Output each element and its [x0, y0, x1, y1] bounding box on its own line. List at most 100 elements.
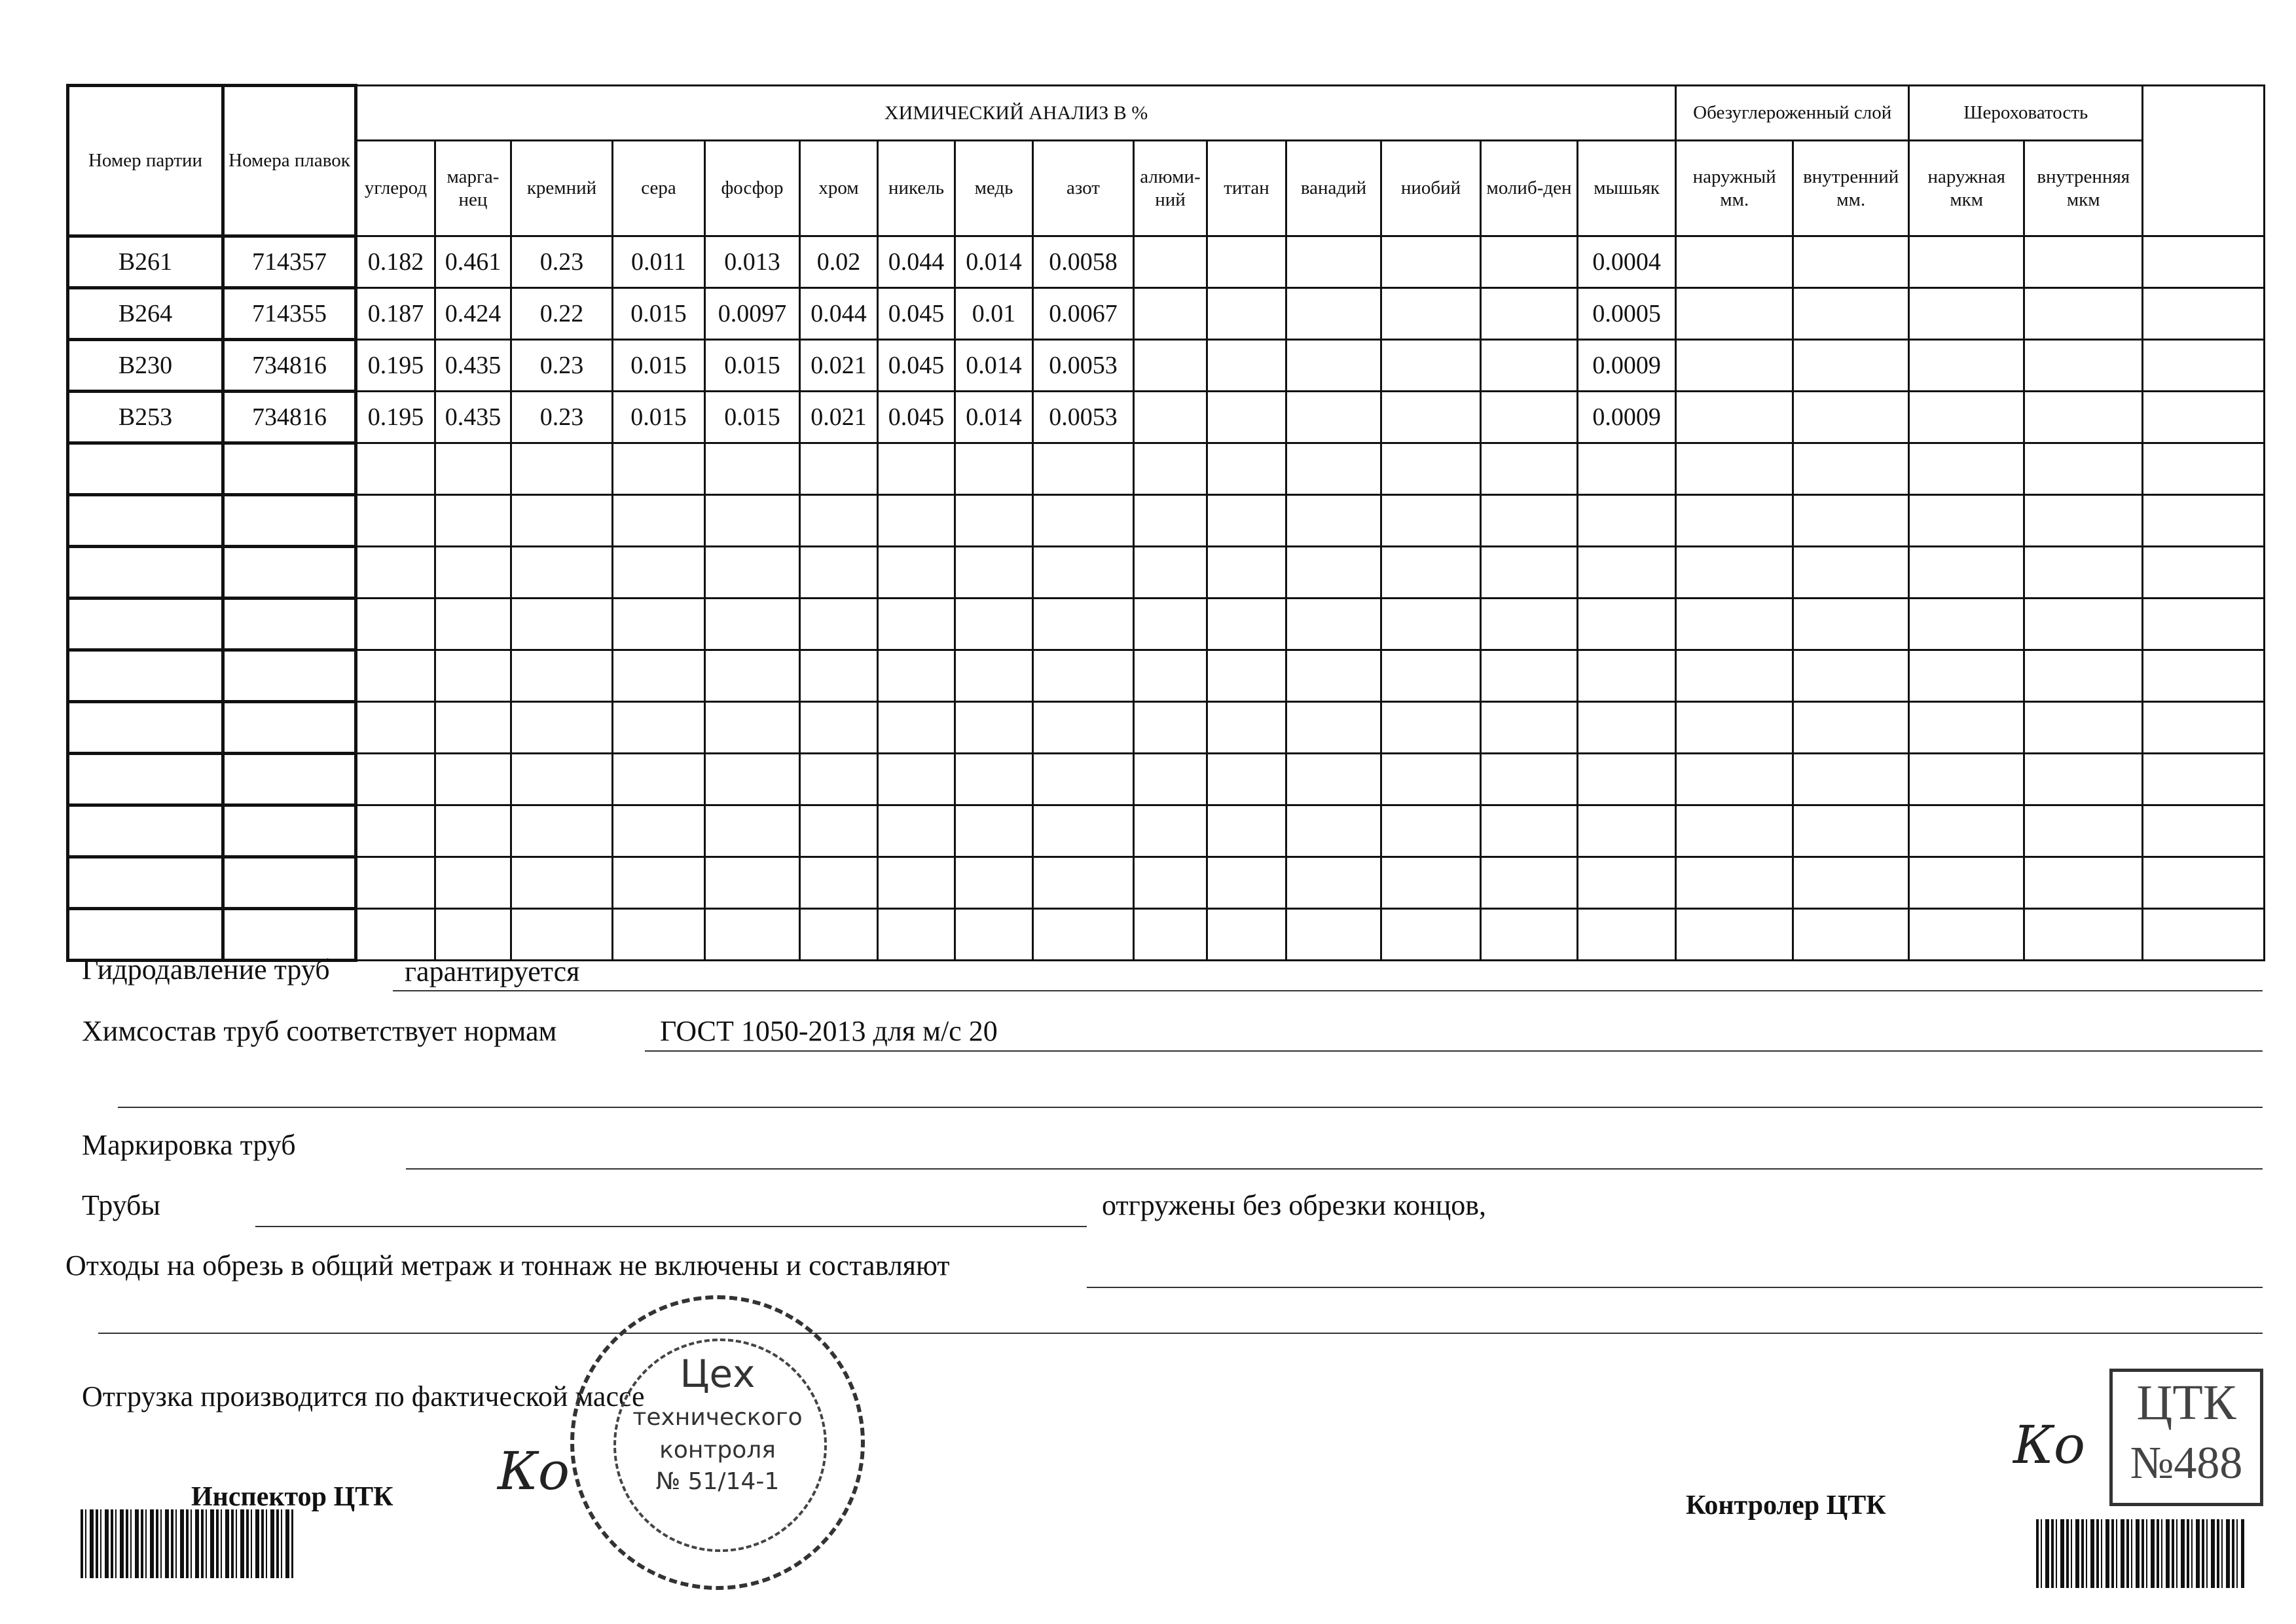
table-cell — [1285, 494, 1382, 547]
table-cell — [1480, 804, 1578, 858]
table-cell — [1380, 494, 1482, 547]
table-cell: 0.021 — [799, 339, 879, 392]
table-cell — [954, 701, 1034, 754]
table-cell — [1792, 235, 1910, 289]
table-cell — [1285, 752, 1382, 806]
table-cell — [1792, 804, 1910, 858]
table-cell — [1380, 339, 1482, 392]
header-element: азот — [1032, 139, 1135, 237]
table-cell — [1285, 597, 1382, 651]
table-cell — [954, 597, 1034, 651]
table-cell — [1380, 442, 1482, 496]
table-cell — [2023, 597, 2144, 651]
table-cell — [434, 442, 512, 496]
table-cell — [1675, 442, 1795, 496]
table-cell — [1285, 339, 1382, 392]
chem-value: ГОСТ 1050-2013 для м/с 20 — [660, 1015, 998, 1047]
header-decarb-col: внутренний мм. — [1792, 139, 1910, 237]
table-cell — [1133, 752, 1208, 806]
table-cell — [1285, 701, 1382, 754]
table-cell — [1908, 235, 2026, 289]
table-cell — [704, 494, 801, 547]
marking-line — [406, 1168, 2263, 1170]
table-cell — [434, 804, 512, 858]
header-element: медь — [954, 139, 1034, 237]
table-cell — [2141, 856, 2266, 910]
table-cell — [1480, 856, 1578, 910]
table-cell: 0.021 — [799, 390, 879, 444]
table-cell — [2141, 545, 2266, 599]
table-cell — [1133, 908, 1208, 961]
table-cell — [1675, 545, 1795, 599]
header-element: марга-нец — [434, 139, 512, 237]
table-cell: 0.014 — [954, 235, 1034, 289]
table-cell — [799, 442, 879, 496]
table-cell — [1206, 339, 1287, 392]
table-cell: В261 — [66, 234, 225, 289]
table-cell — [355, 649, 436, 703]
header-roughness-col: наружная мкм — [1908, 139, 2026, 237]
table-cell — [1133, 701, 1208, 754]
table-cell — [1675, 597, 1795, 651]
table-cell — [1576, 752, 1677, 806]
table-cell — [1908, 908, 2026, 961]
shipment-label: Отгрузка производится по фактической мас… — [82, 1380, 645, 1412]
table-cell — [2141, 390, 2266, 444]
inspector-signature: Ко — [498, 1441, 570, 1502]
hydro-label: Гидродавление труб — [82, 953, 330, 986]
chem-label: Химсостав труб соответствует нормам — [82, 1015, 557, 1047]
table-cell — [1133, 597, 1208, 651]
table-cell — [355, 856, 436, 910]
empty-table-row — [66, 545, 2266, 600]
table-cell — [704, 545, 801, 599]
stamp-inner-ring — [613, 1338, 827, 1552]
table-cell — [1792, 649, 1910, 703]
header-roughness: Шероховатость — [1908, 84, 2144, 141]
table-row: В264 714355 0.187 0.424 0.22 0.015 0.0097 0.044… — [66, 286, 2266, 341]
table-cell: 0.0004 — [1576, 235, 1677, 289]
header-chemical-analysis: ХИМИЧЕСКИЙ АНАЛИЗ В % — [354, 84, 1677, 141]
table-cell — [221, 648, 357, 703]
table-cell — [1675, 494, 1795, 547]
table-cell — [704, 442, 801, 496]
table-cell — [434, 856, 512, 910]
table-cell — [355, 442, 436, 496]
table-cell — [434, 649, 512, 703]
table-cell — [1576, 701, 1677, 754]
table-cell — [1908, 752, 2026, 806]
marking-label: Маркировка труб — [82, 1129, 296, 1161]
pipes-label: Трубы — [82, 1189, 160, 1221]
table-cell — [1576, 804, 1677, 858]
table-cell — [877, 545, 956, 599]
table-cell — [355, 545, 436, 599]
table-cell — [221, 700, 357, 755]
table-cell — [221, 597, 357, 652]
table-cell — [2023, 442, 2144, 496]
table-cell — [434, 908, 512, 961]
table-cell — [1032, 649, 1135, 703]
table-cell — [877, 804, 956, 858]
table-cell: 0.0009 — [1576, 390, 1677, 444]
table-cell: 0.044 — [877, 235, 956, 289]
ctk-stamp-line-2: №488 — [2130, 1438, 2243, 1488]
table-cell — [1480, 494, 1578, 547]
waste-line — [1087, 1287, 2263, 1288]
table-cell — [355, 908, 436, 961]
table-cell — [1380, 856, 1482, 910]
header-heat-nos: Номера плавок — [221, 84, 357, 238]
hydro-value: гарантируется — [405, 955, 580, 987]
header-element: фосфор — [704, 139, 801, 237]
table-cell: В230 — [66, 338, 225, 393]
table-cell: 0.0005 — [1576, 287, 1677, 341]
header-element: ванадий — [1285, 139, 1382, 237]
empty-table-row — [66, 700, 2266, 755]
header-element: углерод — [355, 139, 436, 237]
table-cell: 0.015 — [611, 287, 706, 341]
table-cell — [1908, 649, 2026, 703]
table-cell — [510, 752, 613, 806]
table-cell — [355, 494, 436, 547]
table-cell — [510, 649, 613, 703]
hydro-line — [393, 990, 2263, 991]
table-cell — [1285, 856, 1382, 910]
table-cell — [611, 494, 706, 547]
